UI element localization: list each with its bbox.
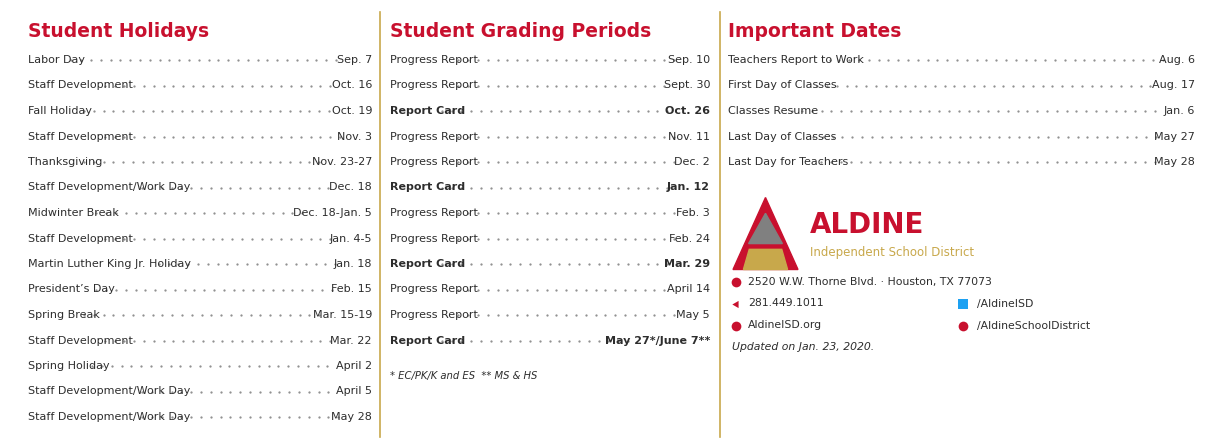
Text: Oct. 16: Oct. 16 <box>332 80 372 90</box>
Text: Jan. 18: Jan. 18 <box>334 259 372 269</box>
Text: Nov. 3: Nov. 3 <box>336 131 372 142</box>
Text: Progress Report: Progress Report <box>390 284 478 295</box>
Text: Staff Development/Work Day: Staff Development/Work Day <box>28 182 190 193</box>
Text: Staff Development: Staff Development <box>28 336 133 346</box>
Text: Feb. 15: Feb. 15 <box>332 284 372 295</box>
Text: Staff Development/Work Day: Staff Development/Work Day <box>28 412 190 422</box>
Text: Report Card: Report Card <box>390 259 466 269</box>
Text: AldineISD.org: AldineISD.org <box>748 320 822 330</box>
Text: Nov. 11: Nov. 11 <box>668 131 709 142</box>
Polygon shape <box>733 198 798 270</box>
Text: 2520 W.W. Thorne Blvd. · Houston, TX 77073: 2520 W.W. Thorne Blvd. · Houston, TX 770… <box>748 277 992 287</box>
Text: Feb. 24: Feb. 24 <box>669 233 709 244</box>
Text: Teachers Report to Work: Teachers Report to Work <box>728 55 864 65</box>
Text: Report Card: Report Card <box>390 106 466 116</box>
Text: Jan. 12: Jan. 12 <box>667 182 709 193</box>
Text: April 2: April 2 <box>336 361 372 371</box>
Text: Progress Report: Progress Report <box>390 157 478 167</box>
Text: Progress Report: Progress Report <box>390 233 478 244</box>
Text: Feb. 3: Feb. 3 <box>677 208 709 218</box>
Text: Classes Resume: Classes Resume <box>728 106 818 116</box>
Text: Midwinter Break: Midwinter Break <box>28 208 119 218</box>
Text: Last Day for Teachers: Last Day for Teachers <box>728 157 848 167</box>
Text: Staff Development: Staff Development <box>28 233 133 244</box>
Text: Thanksgiving: Thanksgiving <box>28 157 102 167</box>
Text: Last Day of Classes: Last Day of Classes <box>728 131 836 142</box>
Text: Oct. 19: Oct. 19 <box>332 106 372 116</box>
Text: /AldineSchoolDistrict: /AldineSchoolDistrict <box>976 320 1090 330</box>
Text: /AldineISD: /AldineISD <box>976 299 1034 308</box>
Text: Important Dates: Important Dates <box>728 22 901 41</box>
Text: Progress Report: Progress Report <box>390 310 478 320</box>
Text: Spring Break: Spring Break <box>28 310 100 320</box>
Text: Labor Day: Labor Day <box>28 55 85 65</box>
Text: Spring Holiday: Spring Holiday <box>28 361 110 371</box>
Text: First Day of Classes: First Day of Classes <box>728 80 836 90</box>
Text: Dec. 18-Jan. 5: Dec. 18-Jan. 5 <box>294 208 372 218</box>
Text: * EC/PK/K and ES  ** MS & HS: * EC/PK/K and ES ** MS & HS <box>390 371 538 381</box>
Polygon shape <box>744 249 787 270</box>
Text: ALDINE: ALDINE <box>809 211 924 239</box>
Text: Aug. 17: Aug. 17 <box>1152 80 1195 90</box>
Text: Jan. 6: Jan. 6 <box>1164 106 1195 116</box>
Text: President’s Day: President’s Day <box>28 284 115 295</box>
Text: May 27*/June 7**: May 27*/June 7** <box>605 336 709 346</box>
Text: Progress Report: Progress Report <box>390 55 478 65</box>
Text: April 14: April 14 <box>667 284 709 295</box>
Text: Staff Development: Staff Development <box>28 80 133 90</box>
Text: Sept. 30: Sept. 30 <box>663 80 709 90</box>
Text: May 28: May 28 <box>332 412 372 422</box>
Polygon shape <box>748 213 783 244</box>
Text: Report Card: Report Card <box>390 336 466 346</box>
Text: Martin Luther King Jr. Holiday: Martin Luther King Jr. Holiday <box>28 259 191 269</box>
Text: Dec. 18: Dec. 18 <box>329 182 372 193</box>
Text: Student Grading Periods: Student Grading Periods <box>390 22 651 41</box>
Text: Aug. 6: Aug. 6 <box>1159 55 1195 65</box>
Text: May 5: May 5 <box>677 310 709 320</box>
Text: May 28: May 28 <box>1154 157 1195 167</box>
Text: Sep. 7: Sep. 7 <box>336 55 372 65</box>
Text: Nov. 23-27: Nov. 23-27 <box>312 157 372 167</box>
Text: Independent School District: Independent School District <box>809 246 974 259</box>
Text: Mar. 29: Mar. 29 <box>664 259 709 269</box>
Text: Progress Report: Progress Report <box>390 208 478 218</box>
Text: 281.449.1011: 281.449.1011 <box>748 299 824 308</box>
Text: Mar. 15-19: Mar. 15-19 <box>312 310 372 320</box>
Text: Progress Report: Progress Report <box>390 131 478 142</box>
Text: Staff Development/Work Day: Staff Development/Work Day <box>28 387 190 396</box>
Text: Report Card: Report Card <box>390 182 466 193</box>
Text: Jan. 4-5: Jan. 4-5 <box>329 233 372 244</box>
Text: Mar. 22: Mar. 22 <box>330 336 372 346</box>
Text: Progress Report: Progress Report <box>390 80 478 90</box>
Text: May 27: May 27 <box>1154 131 1195 142</box>
Text: Student Holidays: Student Holidays <box>28 22 210 41</box>
Text: April 5: April 5 <box>336 387 372 396</box>
Text: Oct. 26: Oct. 26 <box>666 106 709 116</box>
Text: Sep. 10: Sep. 10 <box>668 55 709 65</box>
Text: Staff Development: Staff Development <box>28 131 133 142</box>
Text: Updated on Jan. 23, 2020.: Updated on Jan. 23, 2020. <box>731 342 874 353</box>
Text: Dec. 2: Dec. 2 <box>674 157 709 167</box>
Text: Fall Holiday: Fall Holiday <box>28 106 91 116</box>
